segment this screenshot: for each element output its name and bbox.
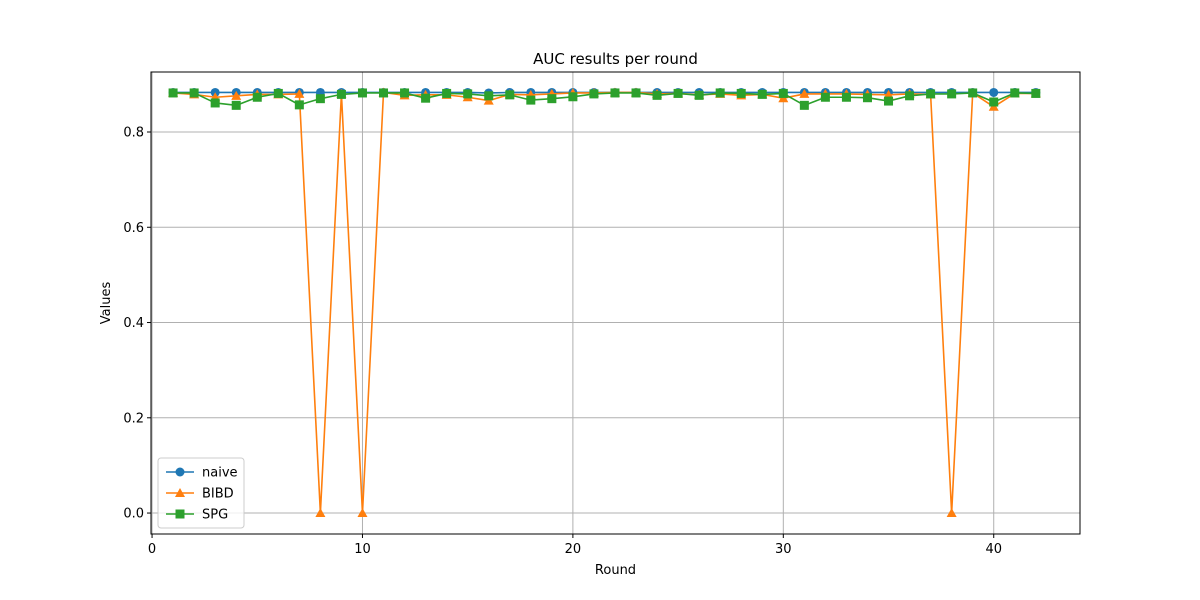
data-point-SPG (421, 93, 431, 103)
data-point-SPG (715, 88, 725, 98)
y-tick-label: 0.2 (123, 411, 144, 426)
data-point-SPG (1010, 88, 1020, 98)
data-point-SPG (484, 91, 494, 101)
series-layer (168, 87, 1041, 518)
x-tick-label: 0 (148, 542, 156, 557)
data-point-SPG (652, 90, 662, 100)
data-point-SPG (820, 92, 830, 102)
data-point-SPG (168, 88, 178, 98)
data-point-SPG (336, 89, 346, 99)
data-point-BIBD (357, 508, 368, 518)
y-tick-label: 0.6 (123, 221, 144, 236)
data-point-SPG (862, 93, 872, 103)
data-point-SPG (947, 89, 957, 99)
y-tick-label: 0.4 (123, 316, 144, 331)
data-point-SPG (547, 94, 557, 104)
chart-title: AUC results per round (533, 50, 698, 68)
y-tick-label: 0.0 (123, 507, 144, 522)
data-point-naive (989, 87, 999, 97)
data-point-SPG (631, 88, 641, 98)
data-point-SPG (841, 92, 851, 102)
ticks: 0 10 20 30 40 0.0 0.2 0.4 0.6 0.8 (123, 126, 1002, 557)
data-point-BIBD (294, 88, 305, 98)
data-point-BIBD (799, 88, 810, 98)
data-point-SPG (379, 88, 389, 98)
data-point-SPG (252, 92, 262, 102)
data-point-SPG (610, 88, 620, 98)
data-point-BIBD (315, 508, 326, 518)
data-point-BIBD (231, 90, 242, 100)
x-tick-label: 30 (775, 542, 792, 557)
data-point-SPG (315, 94, 325, 104)
legend-marker-naive (175, 467, 185, 477)
data-point-SPG (568, 92, 578, 102)
data-point-SPG (1031, 88, 1041, 98)
legend-marker-BIBD (175, 488, 185, 497)
x-tick-label: 20 (565, 542, 582, 557)
series-SPG (168, 88, 1041, 110)
data-point-SPG (589, 89, 599, 99)
data-point-SPG (505, 90, 515, 100)
data-point-SPG (294, 100, 304, 110)
legend-label-SPG: SPG (202, 508, 228, 523)
data-point-SPG (231, 100, 241, 110)
data-point-SPG (926, 89, 936, 99)
data-point-SPG (694, 90, 704, 100)
plot-frame (150, 71, 1081, 535)
y-axis-title: Values (99, 282, 114, 325)
data-point-SPG (463, 89, 473, 99)
data-point-SPG (400, 88, 410, 98)
data-point-BIBD (946, 508, 957, 518)
data-point-SPG (968, 88, 978, 98)
data-point-SPG (442, 88, 452, 98)
data-point-SPG (273, 88, 283, 98)
data-point-SPG (778, 88, 788, 98)
legend-marker-SPG (175, 509, 185, 519)
legend: naive BIBD SPG (157, 457, 245, 529)
y-tick-label: 0.8 (123, 126, 144, 141)
x-tick-label: 40 (985, 542, 1002, 557)
legend-label-BIBD: BIBD (202, 487, 234, 502)
data-point-SPG (673, 88, 683, 98)
data-point-SPG (526, 95, 536, 105)
data-point-SPG (357, 88, 367, 98)
data-point-SPG (884, 96, 894, 106)
legend-label-naive: naive (202, 466, 238, 481)
data-point-SPG (989, 97, 999, 107)
data-point-SPG (799, 100, 809, 110)
data-point-SPG (210, 98, 220, 108)
x-tick-label: 10 (354, 542, 371, 557)
data-point-SPG (905, 91, 915, 101)
x-axis-title: Round (595, 563, 636, 578)
data-point-SPG (189, 88, 199, 98)
data-point-SPG (757, 89, 767, 99)
data-point-SPG (736, 88, 746, 98)
